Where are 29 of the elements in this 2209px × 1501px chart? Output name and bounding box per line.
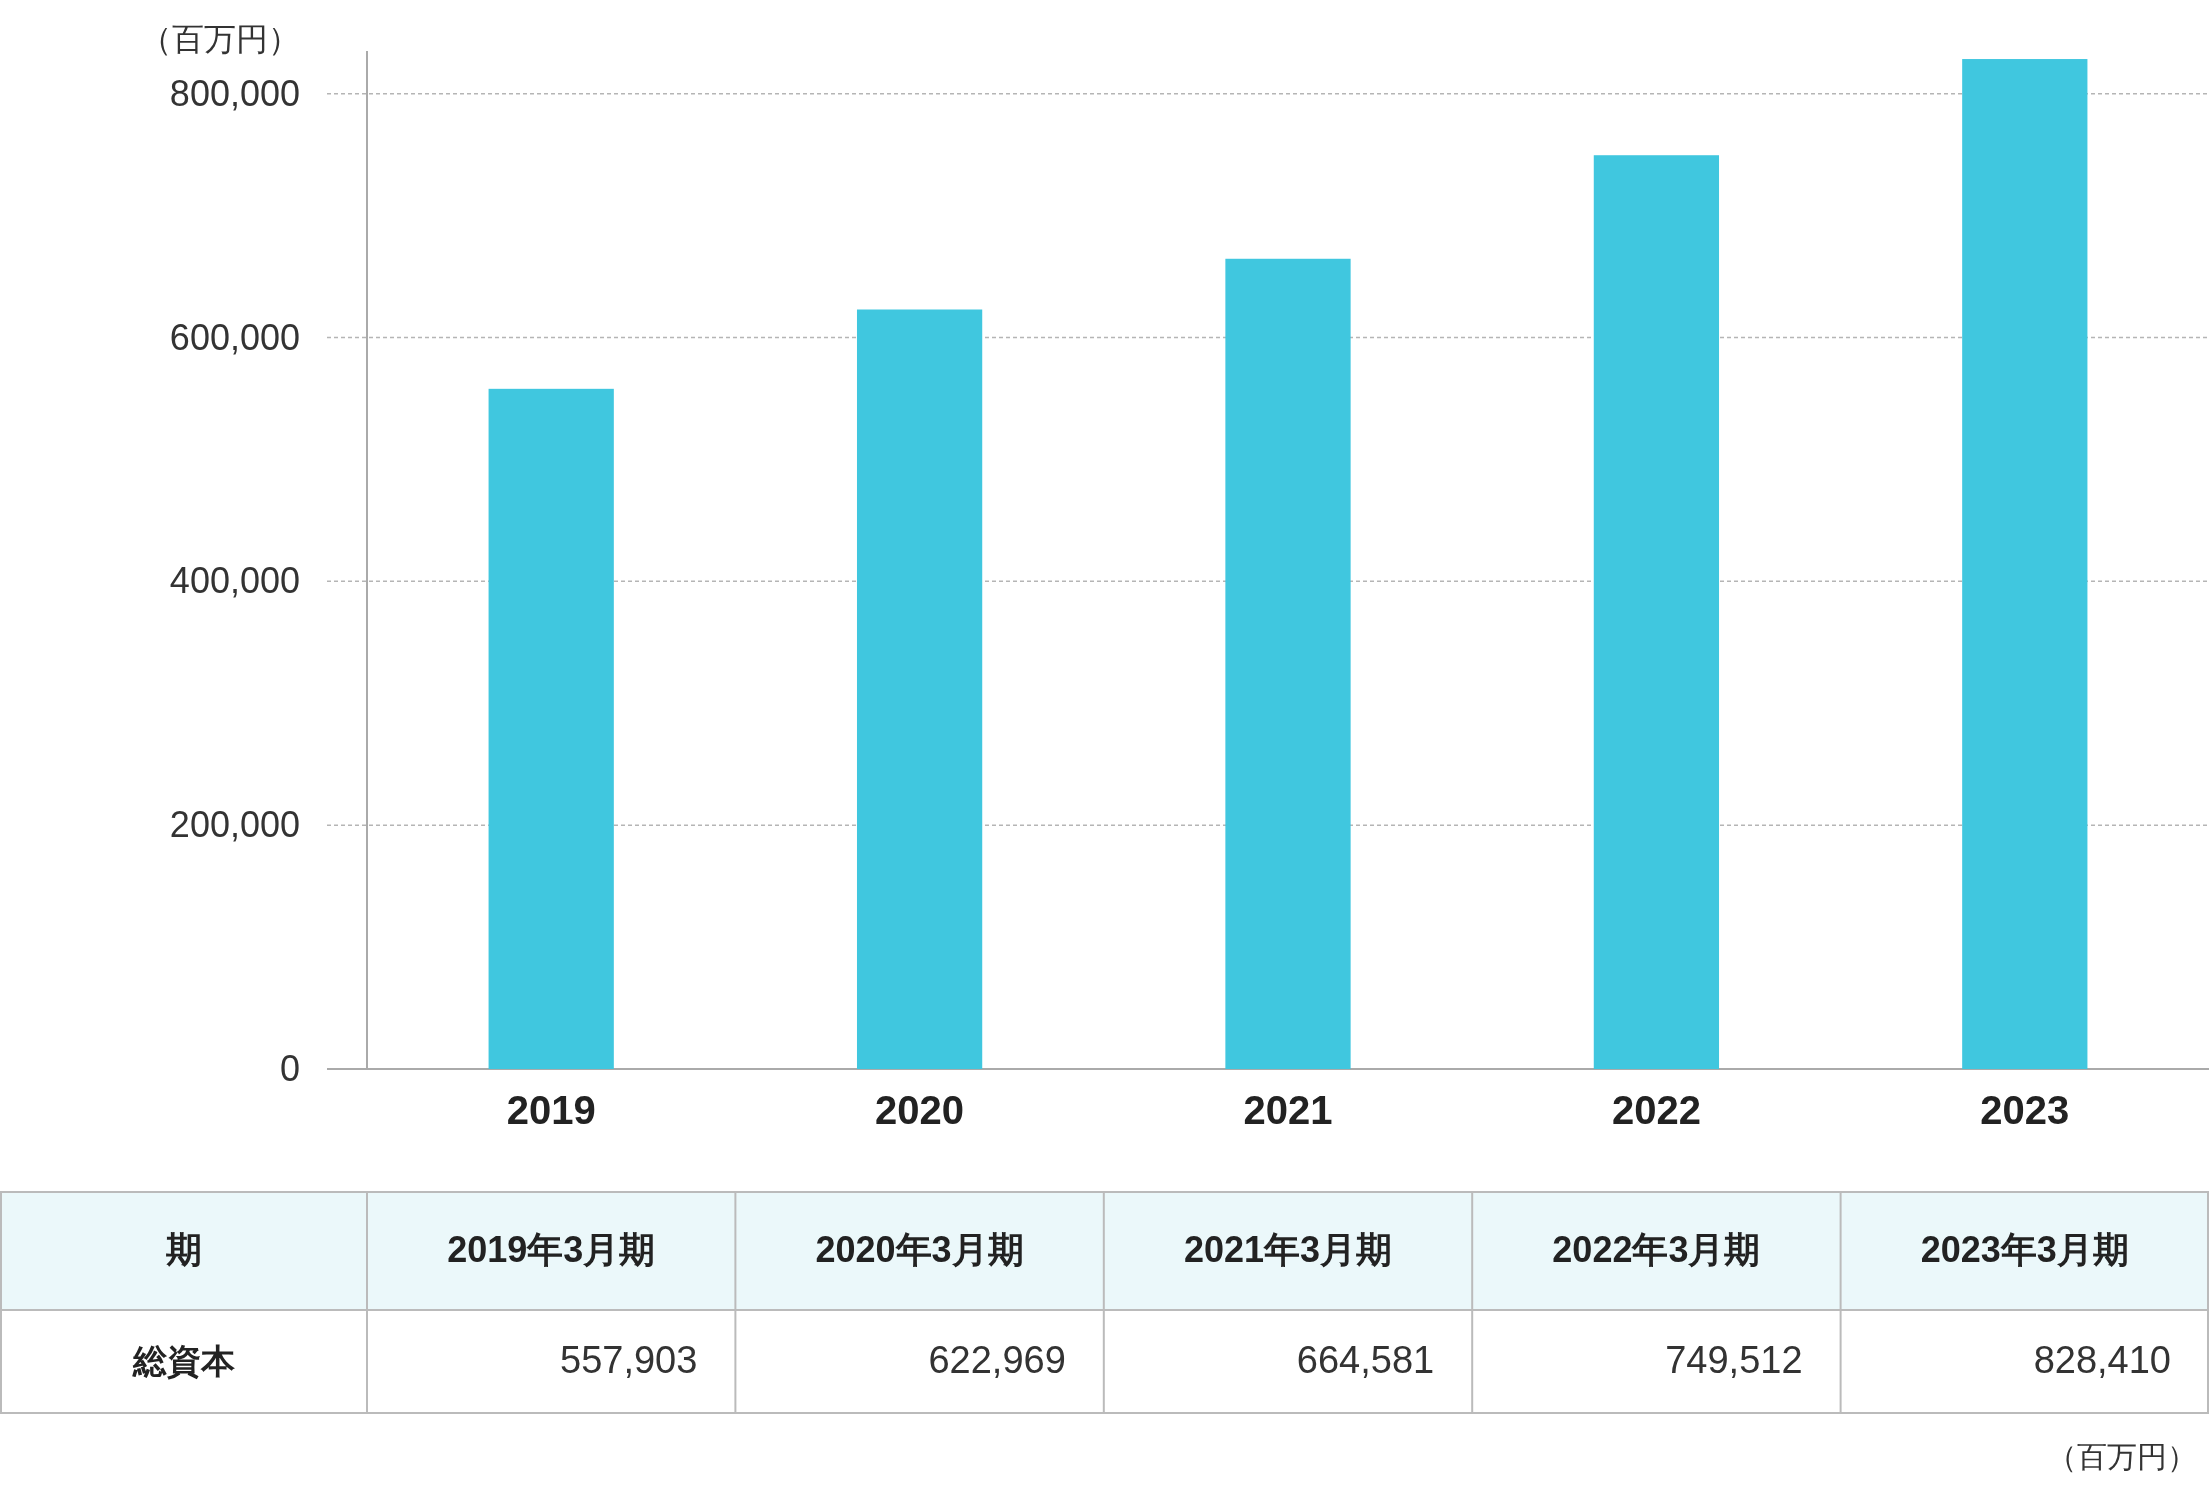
- text: 2020年3月期: [815, 1229, 1024, 1270]
- bar: [1962, 59, 2088, 1069]
- y-axis-title: （百万円）: [140, 21, 300, 57]
- text: 期: [165, 1229, 202, 1270]
- y-tick-label: 600,000: [169, 316, 300, 358]
- data-label: 557,903: [560, 1339, 698, 1381]
- x-tick-label: 2019: [506, 1088, 596, 1132]
- y-tick-label: 200,000: [169, 804, 300, 846]
- bar: [488, 388, 614, 1069]
- text: 2023年3月期: [1920, 1229, 2129, 1270]
- data-label: 622,969: [928, 1339, 1066, 1381]
- bar: [1593, 155, 1720, 1069]
- bar: [1225, 258, 1351, 1069]
- bar: [856, 309, 983, 1069]
- x-tick-label: 2023: [1980, 1088, 2070, 1132]
- text: 2022年3月期: [1552, 1229, 1761, 1270]
- x-tick-label: 2022: [1611, 1088, 1701, 1132]
- y-tick-label: 800,000: [169, 72, 300, 114]
- data-label: 828,410: [2033, 1339, 2171, 1381]
- text: 2021年3月期: [1183, 1229, 1393, 1270]
- y-tick-label: 400,000: [169, 560, 300, 602]
- x-tick-label: 2021: [1243, 1088, 1333, 1132]
- text: 2019年3月期: [447, 1229, 656, 1270]
- text: （百万円）: [2047, 1440, 2197, 1473]
- y-tick-label: 0: [279, 1048, 300, 1089]
- data-label: 749,512: [1665, 1339, 1803, 1381]
- x-tick-label: 2020: [875, 1088, 965, 1132]
- data-label: 664,581: [1296, 1339, 1435, 1381]
- text: 総資本: [131, 1342, 236, 1380]
